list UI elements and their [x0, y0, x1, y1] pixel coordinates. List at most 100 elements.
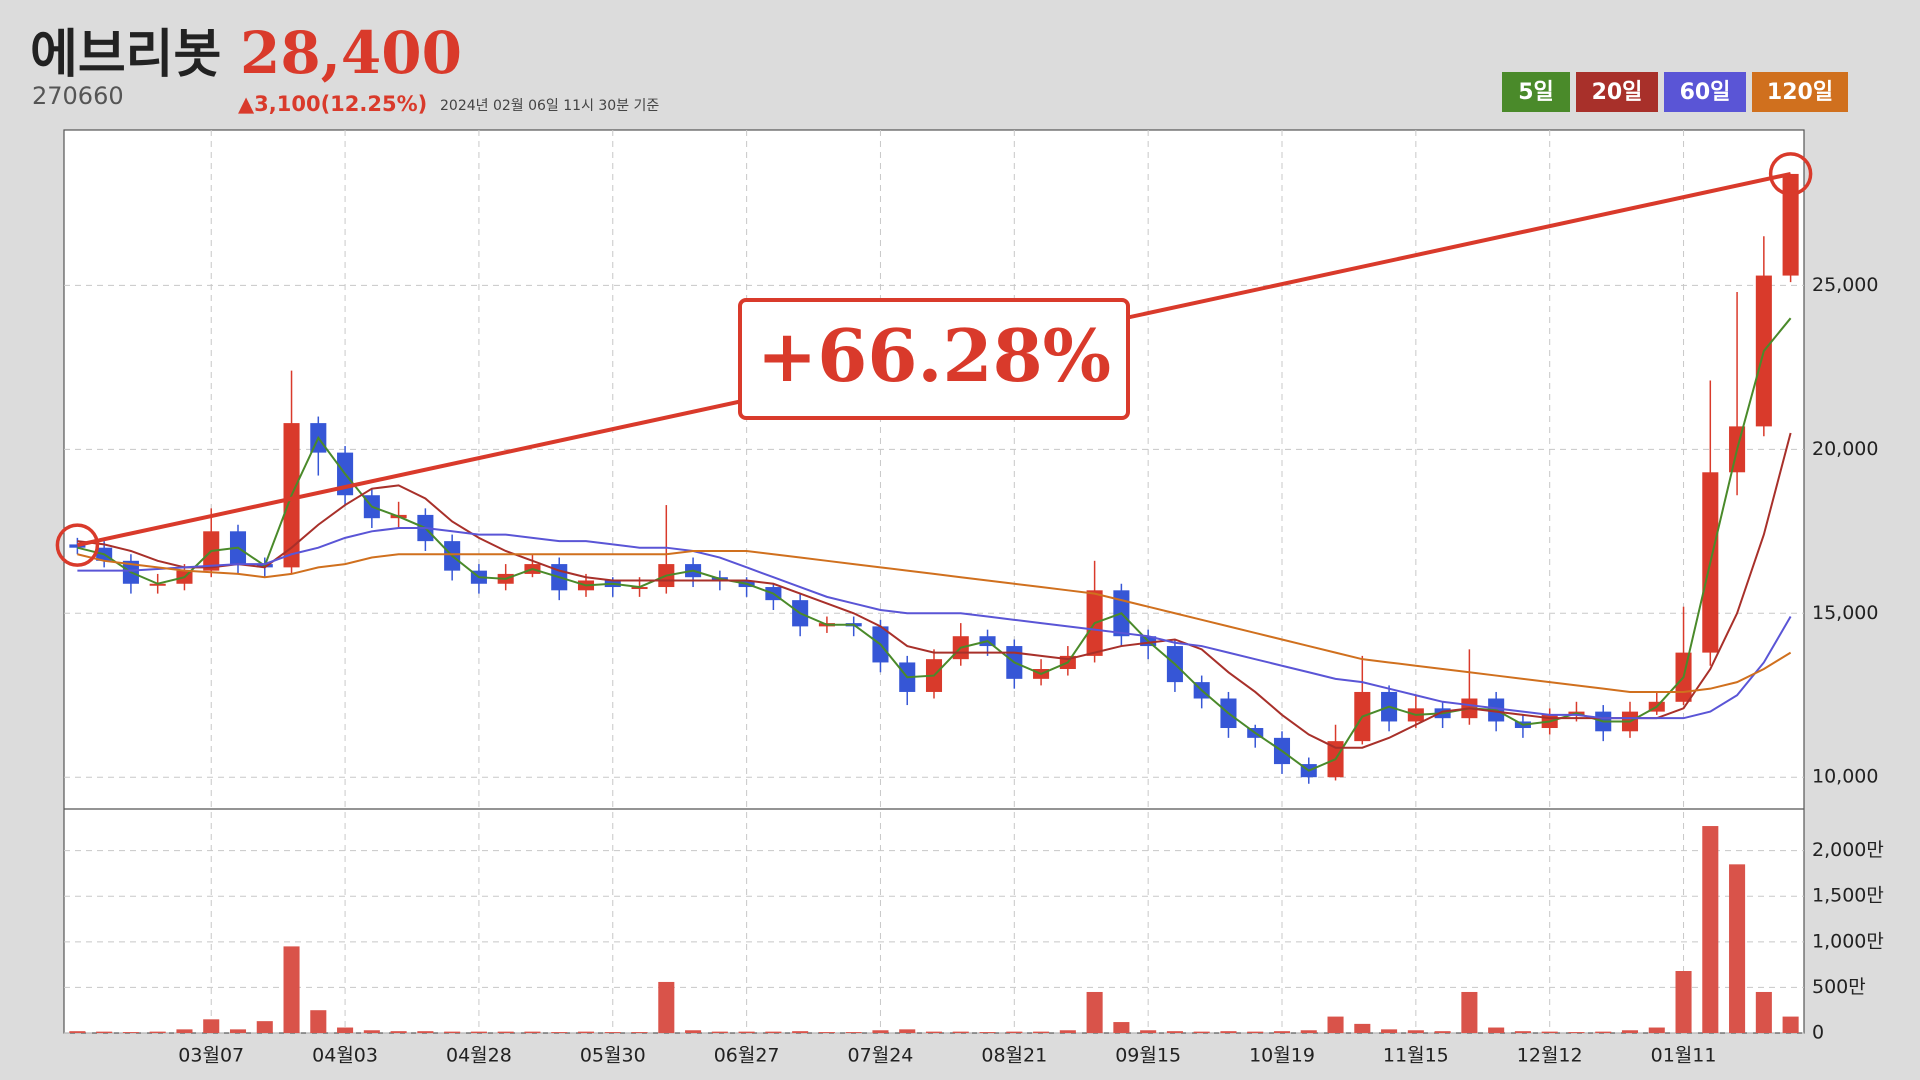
x-tick-label: 07월24	[848, 1045, 914, 1067]
timestamp: 2024년 02월 06일 11시 30분 기준	[440, 98, 659, 114]
start-marker	[55, 523, 100, 567]
volume-bar	[1595, 1031, 1612, 1033]
x-tick-label: 12월12	[1517, 1045, 1583, 1067]
x-tick-label: 03월07	[178, 1045, 244, 1067]
volume-bar	[1381, 1029, 1398, 1033]
volume-bar	[310, 1010, 327, 1033]
legend-label: 120일	[1767, 80, 1833, 105]
volume-bar	[1354, 1023, 1371, 1033]
volume-bar	[1327, 1016, 1344, 1033]
volume-bar	[1729, 864, 1746, 1033]
legend-label: 20일	[1592, 80, 1643, 105]
volume-bar	[1166, 1031, 1183, 1033]
volume-bar	[69, 1031, 86, 1033]
stock-code: 270660	[32, 82, 124, 110]
legend-label: 5일	[1518, 80, 1554, 105]
price-change: ▲3,100(12.25%)	[238, 92, 427, 116]
annotation: +66.28%	[55, 152, 1813, 567]
candle-body	[69, 544, 86, 548]
volume-bar	[1140, 1030, 1157, 1033]
volume-bar	[711, 1031, 728, 1033]
volume-bar	[1407, 1030, 1424, 1033]
x-tick-label: 08월21	[981, 1045, 1047, 1067]
current-price: 28,400	[240, 19, 462, 87]
volume-bar	[1541, 1031, 1558, 1033]
y-tick-label: 0	[1812, 1022, 1824, 1044]
legend-swatch	[1576, 72, 1658, 112]
volume-bar	[497, 1031, 514, 1033]
y-tick-label: 15,000	[1812, 602, 1878, 624]
volume-bar	[1648, 1027, 1665, 1033]
volume-bar	[283, 946, 300, 1033]
y-tick-label: 2,000만	[1812, 839, 1884, 861]
volume-bar	[818, 1032, 835, 1033]
volume-bar	[1514, 1031, 1531, 1033]
y-tick-label: 1,000만	[1812, 930, 1884, 952]
volume-bar	[952, 1031, 969, 1033]
volume-bar	[390, 1031, 407, 1033]
volume-bar	[203, 1019, 220, 1033]
volume-bar	[577, 1031, 595, 1033]
volume-bar	[979, 1032, 996, 1033]
moving-averages	[77, 317, 1792, 772]
volume-bar	[1086, 991, 1103, 1033]
volume-bar	[765, 1031, 782, 1033]
annotation-label: +66.28%	[757, 313, 1111, 398]
moving-average-line	[77, 432, 1792, 749]
volume-bar	[1568, 1032, 1585, 1033]
legend-swatch	[1752, 72, 1848, 112]
legend-label: 60일	[1680, 80, 1731, 105]
volume-bar	[122, 1032, 139, 1033]
volume-bar	[792, 1031, 809, 1033]
x-tick-label: 05월30	[580, 1045, 646, 1067]
annotation-box	[738, 298, 1130, 420]
y-tick-label: 1,500만	[1812, 885, 1884, 907]
volume-bar	[1434, 1031, 1451, 1033]
volume-bar	[925, 1031, 943, 1033]
y-tick-label: 10,000	[1812, 766, 1878, 788]
volume-bar	[1220, 1031, 1237, 1033]
volume-bar	[470, 1031, 487, 1033]
volume-bar	[417, 1031, 434, 1033]
volume-bar	[1193, 1031, 1210, 1033]
volume-bar	[1621, 1030, 1639, 1033]
volume-bar	[1033, 1031, 1050, 1033]
legend-swatch	[1502, 72, 1570, 112]
end-marker	[1768, 152, 1813, 196]
volume-bar	[1273, 1031, 1291, 1033]
volume-bar	[149, 1031, 166, 1033]
candle-body	[1782, 173, 1799, 276]
moving-average-line	[77, 527, 1792, 720]
x-tick-label: 09월15	[1115, 1045, 1181, 1067]
volume-bar	[738, 1031, 755, 1033]
volume-bar	[845, 1032, 862, 1033]
plot-area	[63, 129, 1805, 1034]
volume-bar	[1006, 1031, 1023, 1033]
x-tick-label: 04월28	[446, 1045, 512, 1067]
volume-bar	[1300, 1030, 1317, 1033]
axes: 10,000 15,000 20,000 25,000 0 500만 1,000만 1,500…	[178, 274, 1884, 1067]
volume-panel	[69, 826, 1799, 1033]
volume-bar	[685, 1030, 702, 1033]
volume-bar	[872, 1030, 889, 1033]
volume-bar	[631, 1032, 648, 1033]
volume-bar	[1461, 991, 1478, 1033]
moving-average-line	[77, 317, 1792, 772]
y-tick-label: 25,000	[1812, 274, 1878, 296]
y-tick-label: 500만	[1812, 976, 1866, 998]
moving-average-line	[77, 549, 1792, 693]
volume-bar	[658, 981, 675, 1033]
volume-bar	[551, 1032, 568, 1033]
volume-bar	[524, 1031, 541, 1033]
x-tick-label: 10월19	[1249, 1045, 1315, 1067]
volume-bar	[256, 1021, 273, 1033]
volume-bar	[604, 1032, 621, 1033]
legend: 5일 20일 60일 120일	[1502, 72, 1848, 112]
x-tick-label: 04월03	[312, 1045, 378, 1067]
stock-name: 에브리봇	[30, 25, 221, 85]
volume-bar	[229, 1029, 247, 1033]
volume-bar	[96, 1031, 113, 1033]
volume-bar	[899, 1029, 916, 1033]
volume-bar	[1782, 1016, 1799, 1033]
